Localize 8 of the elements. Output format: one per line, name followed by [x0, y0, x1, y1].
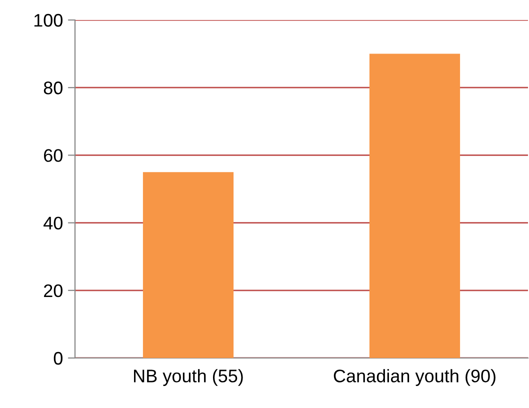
- y-tick-label: 40: [44, 216, 62, 230]
- y-tick-label: 0: [54, 352, 62, 365]
- y-tick-label: 100: [34, 14, 62, 27]
- y-tick-label: 20: [44, 284, 62, 298]
- y-tick-label: 60: [44, 149, 62, 162]
- x-tick-label: NB youth (55): [134, 369, 243, 386]
- x-tick-label: Canadian youth (90): [334, 369, 496, 386]
- y-tick-label: 80: [44, 82, 62, 94]
